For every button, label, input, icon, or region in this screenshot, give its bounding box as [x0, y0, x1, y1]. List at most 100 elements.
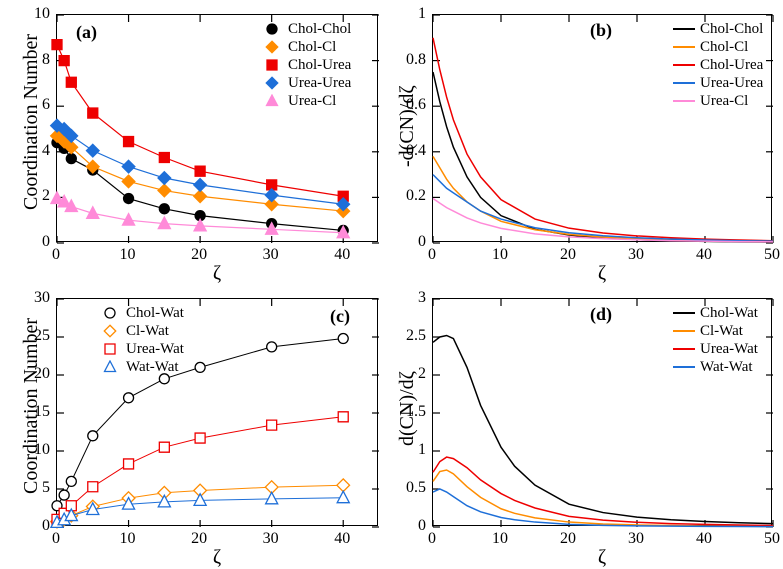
ytick-label: 4 — [42, 142, 50, 160]
panel-letter: (a) — [76, 22, 97, 43]
xtick-label: 0 — [428, 246, 436, 264]
legend-item: Chol-Urea — [672, 56, 763, 74]
legend-swatch — [672, 342, 696, 356]
xtick-label: 10 — [120, 530, 136, 548]
legend-label: Urea-Urea — [288, 74, 351, 93]
ytick-label: 30 — [34, 289, 50, 307]
legend-label: Cl-Wat — [126, 322, 169, 341]
ytick-label: 6 — [42, 96, 50, 114]
y-axis-label: d(CN)/dζ — [396, 371, 419, 446]
legend-swatch — [98, 324, 122, 338]
ytick-label: 2.5 — [406, 327, 426, 345]
legend-item: Chol-Wat — [98, 304, 184, 322]
figure-root: 0102030400246810ζCoordination Number(a)C… — [0, 0, 783, 564]
legend-item: Cl-Wat — [98, 322, 184, 340]
xtick-label: 30 — [628, 530, 644, 548]
xtick-label: 30 — [263, 530, 279, 548]
ytick-label: 10 — [34, 5, 50, 23]
legend-item: Urea-Cl — [672, 92, 763, 110]
xtick-label: 30 — [263, 246, 279, 264]
xtick-label: 50 — [764, 530, 780, 548]
legend-label: Chol-Chol — [288, 20, 351, 39]
legend-label: Chol-Urea — [288, 56, 351, 75]
xtick-label: 20 — [560, 530, 576, 548]
legend-item: Chol-Cl — [260, 38, 351, 56]
y-axis-label: Coordination Number — [20, 34, 43, 210]
legend-item: Chol-Chol — [672, 20, 763, 38]
legend-swatch — [98, 342, 122, 356]
legend-swatch — [260, 76, 284, 90]
series-line — [433, 156, 773, 241]
xtick-label: 0 — [52, 246, 60, 264]
legend-item: Chol-Urea — [260, 56, 351, 74]
xtick-label: 10 — [492, 246, 508, 264]
ytick-label: 1 — [418, 441, 426, 459]
legend-swatch — [672, 40, 696, 54]
legend-label: Chol-Wat — [700, 304, 758, 323]
ytick-label: 0 — [418, 233, 426, 251]
x-axis-label: ζ — [213, 546, 221, 569]
legend-swatch — [260, 22, 284, 36]
legend-label: Wat-Wat — [700, 358, 753, 377]
xtick-label: 40 — [334, 246, 350, 264]
series-line — [433, 457, 773, 525]
legend-swatch — [260, 94, 284, 108]
xtick-label: 20 — [560, 246, 576, 264]
legend-swatch — [672, 324, 696, 338]
xtick-label: 10 — [492, 530, 508, 548]
legend: Chol-CholChol-ClChol-UreaUrea-UreaUrea-C… — [260, 20, 351, 110]
xtick-label: 40 — [334, 530, 350, 548]
ytick-label: 0.8 — [406, 51, 426, 69]
series-line — [433, 175, 773, 242]
legend-label: Chol-Wat — [126, 304, 184, 323]
ytick-label: 8 — [42, 51, 50, 69]
legend-item: Urea-Urea — [672, 74, 763, 92]
legend-label: Chol-Chol — [700, 20, 763, 39]
legend-swatch — [260, 58, 284, 72]
y-axis-label: -d(CN)/dζ — [396, 85, 419, 167]
xtick-label: 50 — [764, 246, 780, 264]
ytick-label: 0 — [42, 517, 50, 535]
legend-label: Cl-Wat — [700, 322, 743, 341]
legend: Chol-WatCl-WatUrea-WatWat-Wat — [672, 304, 758, 376]
legend: Chol-WatCl-WatUrea-WatWat-Wat — [98, 304, 184, 376]
legend-item: Wat-Wat — [98, 358, 184, 376]
legend-item: Urea-Wat — [672, 340, 758, 358]
legend-item: Chol-Cl — [672, 38, 763, 56]
xtick-label: 0 — [52, 530, 60, 548]
xtick-label: 0 — [428, 530, 436, 548]
panel-letter: (d) — [590, 304, 612, 325]
ytick-label: 2 — [42, 187, 50, 205]
series-line — [433, 489, 773, 527]
legend-label: Chol-Cl — [700, 38, 748, 57]
xtick-label: 10 — [120, 246, 136, 264]
legend-swatch — [672, 306, 696, 320]
legend-label: Urea-Cl — [700, 92, 748, 111]
legend-item: Cl-Wat — [672, 322, 758, 340]
xtick-label: 40 — [696, 530, 712, 548]
legend-swatch — [672, 22, 696, 36]
legend-swatch — [260, 40, 284, 54]
ytick-label: 0.2 — [406, 187, 426, 205]
legend-item: Wat-Wat — [672, 358, 758, 376]
x-axis-label: ζ — [213, 262, 221, 285]
legend-item: Urea-Wat — [98, 340, 184, 358]
legend-swatch — [98, 306, 122, 320]
legend-item: Chol-Wat — [672, 304, 758, 322]
legend-item: Urea-Cl — [260, 92, 351, 110]
legend-swatch — [98, 360, 122, 374]
legend-swatch — [672, 360, 696, 374]
legend-swatch — [672, 76, 696, 90]
ytick-label: 3 — [418, 289, 426, 307]
ytick-label: 0 — [42, 233, 50, 251]
legend-label: Urea-Wat — [700, 340, 758, 359]
panel-letter: (b) — [590, 20, 612, 41]
series-line — [433, 470, 773, 526]
legend: Chol-CholChol-ClChol-UreaUrea-UreaUrea-C… — [672, 20, 763, 110]
ytick-label: 5 — [42, 479, 50, 497]
legend-swatch — [672, 58, 696, 72]
x-axis-label: ζ — [598, 546, 606, 569]
legend-label: Urea-Urea — [700, 74, 763, 93]
legend-label: Wat-Wat — [126, 358, 179, 377]
legend-item: Chol-Chol — [260, 20, 351, 38]
